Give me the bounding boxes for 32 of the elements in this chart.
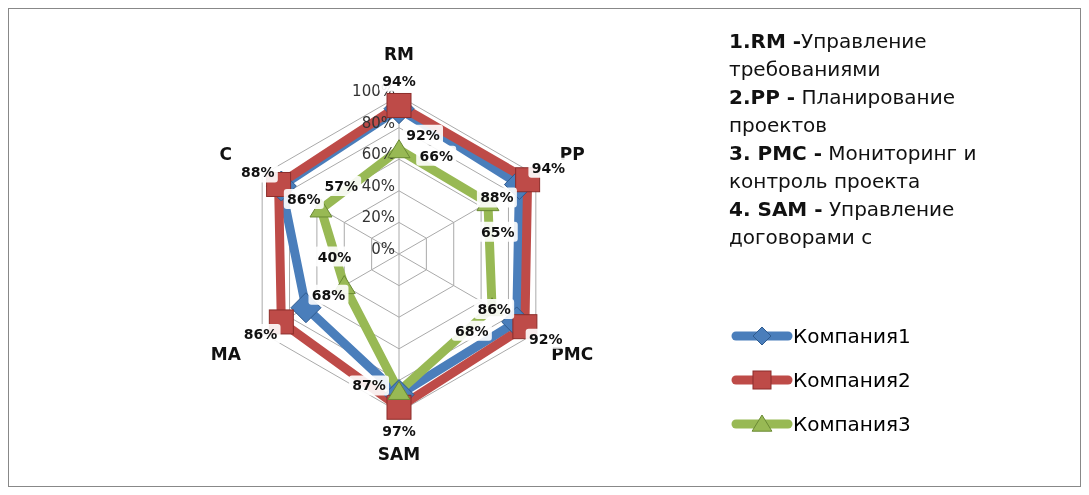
data-label: 86%	[477, 300, 511, 317]
data-label: 68%	[311, 286, 346, 303]
data-label: 86%	[287, 191, 321, 208]
spoke-label: RM	[383, 44, 415, 64]
y-tick-label: 80%	[361, 113, 395, 132]
legend-label: Компания3	[793, 412, 911, 436]
data-label: 87%	[352, 377, 386, 394]
data-label: 65%	[480, 223, 515, 240]
y-tick-label: 0%	[371, 240, 395, 258]
y-tick-label: 20%	[361, 208, 395, 227]
data-label: 94%	[531, 159, 566, 176]
data-label: 92%	[406, 126, 440, 143]
data-label: 97%	[382, 423, 416, 440]
data-label: 88%	[241, 164, 275, 181]
data-label: 57%	[324, 177, 358, 194]
spoke-label: MA	[210, 344, 242, 364]
data-label: 92%	[528, 330, 563, 347]
spoke-label: PMC	[551, 344, 594, 364]
legend-label: Компания1	[793, 324, 911, 348]
spoke-label: SAM	[377, 444, 421, 464]
data-label: 88%	[480, 189, 514, 206]
spoke-label: C	[219, 144, 233, 164]
data-label: 66%	[419, 147, 453, 164]
data-label: 68%	[455, 322, 489, 339]
y-tick-label: 40%	[361, 176, 395, 195]
text: 2.PP - Планирование проектов	[729, 84, 956, 139]
text: 1.RM -Управление требованиями	[729, 28, 928, 83]
text: 4. SAM - Управление договорами с	[729, 196, 956, 251]
text: 3. PMC - Мониторинг и контроль проекта	[729, 140, 978, 195]
data-label: 40%	[317, 248, 352, 265]
legend-label: Компания2	[793, 368, 911, 392]
data-label: 86%	[243, 325, 278, 342]
